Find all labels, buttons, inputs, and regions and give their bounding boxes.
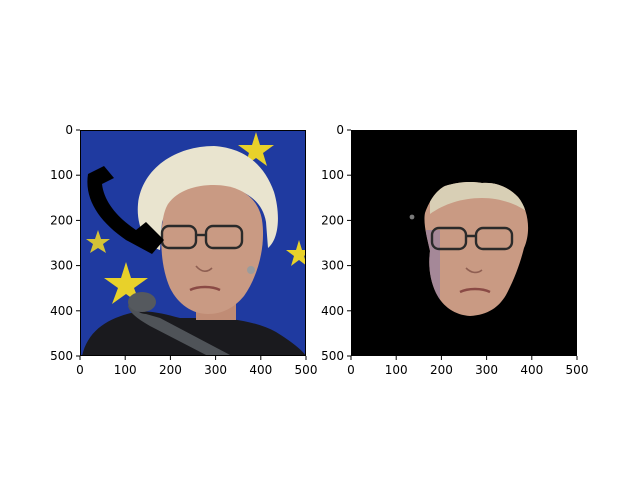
flag-star-left: [86, 230, 110, 253]
right-image-panel: [351, 130, 577, 356]
right-y-tick-label: 500: [321, 349, 344, 363]
right-y-tick-label: 0: [336, 123, 344, 137]
right-axes-frame: [351, 130, 577, 356]
face: [161, 185, 264, 314]
left-x-tick-label: 400: [249, 363, 272, 377]
jacket: [82, 311, 306, 356]
right-y-tick-label: 300: [321, 259, 344, 273]
segmented-nose: [465, 267, 483, 274]
glasses: [160, 224, 244, 250]
segmented-glasses: [430, 226, 514, 251]
left-x-tick-label: 500: [295, 363, 318, 377]
left-x-tick-label: 200: [159, 363, 182, 377]
right-x-tick-label: 500: [566, 363, 589, 377]
left-axes-frame: [80, 130, 306, 356]
mouth: [189, 285, 221, 292]
microphone-head: [128, 292, 156, 312]
right-x-tick-label: 0: [347, 363, 355, 377]
right-y-tick-label: 400: [321, 304, 344, 318]
left-y-tick-label: 0: [65, 123, 73, 137]
flag-star-bottom-left: [104, 262, 148, 304]
stray-pixel: [409, 214, 415, 220]
nose: [195, 265, 213, 272]
left-image-panel: [80, 130, 306, 356]
left-y-tick-label: 500: [50, 349, 73, 363]
right-y-tick-label: 100: [321, 168, 344, 182]
left-y-tick-label: 300: [50, 259, 73, 273]
flag-star-top-right: [238, 132, 274, 166]
left-y-tick-label: 100: [50, 168, 73, 182]
phone-icon: [87, 166, 164, 254]
right-x-tick-label: 400: [520, 363, 543, 377]
left-x-tick-label: 100: [114, 363, 137, 377]
right-x-tick-label: 100: [385, 363, 408, 377]
left-x-tick-label: 300: [204, 363, 227, 377]
hair: [137, 146, 278, 250]
right-x-tick-label: 200: [430, 363, 453, 377]
earring: [247, 266, 255, 274]
left-y-tick-label: 200: [50, 213, 73, 227]
left-x-tick-label: 0: [76, 363, 84, 377]
flag-star-right: [286, 240, 306, 266]
right-x-tick-label: 300: [475, 363, 498, 377]
right-y-tick-label: 200: [321, 213, 344, 227]
segmented-mouth: [459, 287, 491, 294]
left-y-tick-label: 400: [50, 304, 73, 318]
